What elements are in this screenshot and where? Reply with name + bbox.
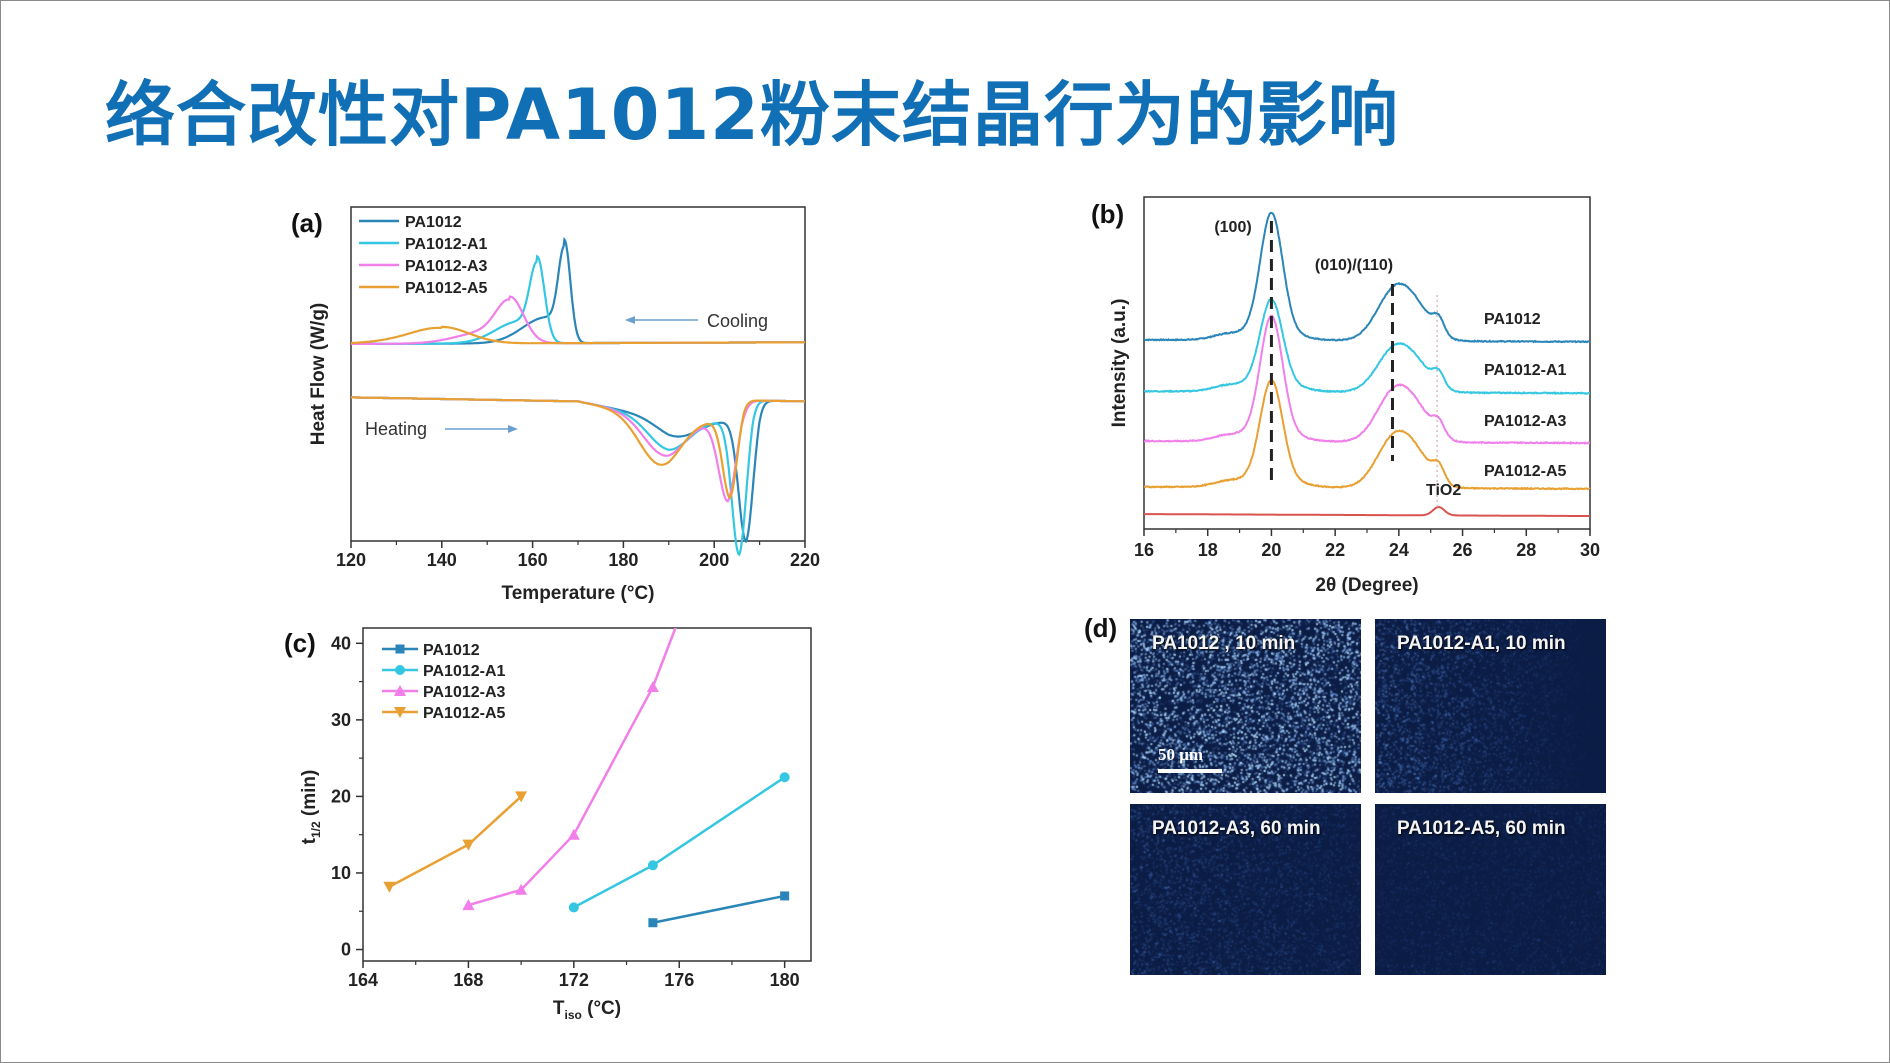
x-tick-label: 200	[699, 550, 729, 570]
micrograph-2: PA1012-A1, 10 min	[1375, 619, 1606, 793]
xrd-PA1012	[1143, 212, 1591, 344]
legend-label: PA1012-A5	[405, 280, 488, 297]
x-tick-label: 22	[1325, 540, 1345, 560]
y-tick-label: 40	[331, 633, 351, 653]
x-tick-label: 160	[518, 550, 548, 570]
micrograph-label: PA1012-A3, 60 min	[1152, 818, 1321, 839]
chart-c-panel-label: (c)	[284, 628, 316, 658]
micrograph-3: PA1012-A3, 60 min	[1130, 804, 1361, 975]
x-tick-label: 18	[1198, 540, 1218, 560]
micrograph-label: PA1012 , 10 min	[1152, 633, 1296, 654]
x-tick-label: 24	[1389, 540, 1409, 560]
peak-label-010-110: (010)/(110)	[1315, 257, 1393, 274]
x-tick-label: 164	[348, 970, 378, 990]
x-tick-label: 176	[664, 970, 694, 990]
xrd-PA1012-A3	[1143, 314, 1590, 445]
peak-label-tio2: TiO2	[1426, 482, 1461, 499]
scale-bar: 50 μm	[1158, 745, 1222, 773]
x-tick-label: 28	[1516, 540, 1536, 560]
xrd-TiO2	[1144, 506, 1591, 518]
scale-bar-line	[1158, 769, 1222, 773]
legend-label: PA1012	[405, 214, 462, 231]
micrograph-texture	[1130, 804, 1361, 975]
micrograph-texture	[1130, 619, 1361, 793]
x-tick-label: 20	[1261, 540, 1281, 560]
series-label-PA1012-A5: PA1012-A5	[1484, 463, 1567, 480]
legend-marker	[395, 665, 405, 675]
legend-label: PA1012-A1	[423, 663, 506, 680]
cooling-label: Cooling	[707, 311, 768, 331]
chart-c-frame	[362, 627, 812, 962]
data-point	[779, 772, 790, 783]
data-point	[648, 918, 658, 928]
x-tick-label: 220	[790, 550, 820, 570]
cooling-arrow-head	[625, 316, 635, 324]
chart-a-xlabel: Temperature (°C)	[502, 583, 655, 604]
legend-label: PA1012-A5	[423, 705, 506, 722]
x-tick-label: 120	[336, 550, 366, 570]
chart-a-ylabel: Heat Flow (W/g)	[308, 303, 329, 445]
slide-title: 络合改性对PA1012粉末结晶行为的影响	[105, 74, 1399, 156]
micrograph-texture	[1375, 619, 1606, 793]
data-point	[567, 828, 580, 840]
legend-marker	[394, 707, 406, 718]
y-tick-label: 20	[331, 786, 351, 806]
micrograph-label: PA1012-A1, 10 min	[1397, 633, 1566, 654]
dsc-cooling-PA1012-A5	[350, 325, 805, 345]
y-tick-label: 30	[331, 710, 351, 730]
x-tick-label: 168	[453, 970, 483, 990]
data-point	[515, 883, 528, 895]
x-tick-label: 140	[427, 550, 457, 570]
data-point	[383, 881, 396, 893]
legend-label: PA1012-A3	[423, 684, 506, 701]
chart-c-ylabel: t1/2 (min)	[299, 770, 323, 845]
dsc-heating-PA1012-A5	[351, 396, 805, 500]
heating-label: Heating	[365, 419, 427, 439]
x-tick-label: 172	[559, 970, 589, 990]
series-label-PA1012-A1: PA1012-A1	[1484, 362, 1567, 379]
scale-bar-label: 50 μm	[1158, 745, 1204, 764]
chart-a-panel-label: (a)	[291, 208, 323, 238]
chart-b-panel-label: (b)	[1091, 199, 1124, 229]
data-point	[462, 899, 475, 911]
legend-marker	[395, 644, 405, 654]
x-tick-label: 16	[1134, 540, 1154, 560]
panel-d-label: (d)	[1084, 613, 1118, 643]
data-point	[568, 902, 579, 913]
x-tick-label: 180	[770, 970, 800, 990]
legend-label: PA1012-A3	[405, 258, 488, 275]
micrograph-4: PA1012-A5, 60 min	[1375, 804, 1606, 975]
micrograph-1: PA1012 , 10 min 50 μm	[1130, 619, 1361, 793]
legend-marker	[394, 685, 406, 696]
x-tick-label: 30	[1580, 540, 1600, 560]
data-point	[462, 839, 475, 851]
y-tick-label: 10	[331, 863, 351, 883]
legend-label: PA1012	[423, 642, 480, 659]
data-point	[647, 860, 658, 871]
series-label-PA1012: PA1012	[1484, 311, 1541, 328]
legend-label: PA1012-A1	[405, 236, 488, 253]
data-point	[780, 891, 790, 901]
heating-arrow-head	[508, 425, 518, 433]
peak-label-100: (100)	[1214, 219, 1251, 236]
data-point	[646, 680, 659, 692]
series-label-PA1012-A3: PA1012-A3	[1484, 413, 1567, 430]
series-line-PA1012-A5	[388, 795, 522, 888]
y-tick-label: 0	[341, 940, 351, 960]
series-line-PA1012-A1	[573, 776, 786, 909]
micrograph-texture	[1375, 804, 1606, 975]
data-point	[515, 791, 528, 803]
series-line-PA1012-A3	[468, 628, 677, 907]
x-tick-label: 180	[608, 550, 638, 570]
x-tick-label: 26	[1453, 540, 1473, 560]
micrograph-label: PA1012-A5, 60 min	[1397, 818, 1566, 839]
chart-b-xlabel: 2θ (Degree)	[1315, 575, 1418, 596]
series-line-PA1012	[652, 894, 785, 924]
chart-c-xlabel: Tiso (°C)	[553, 998, 621, 1022]
chart-b-ylabel: Intensity (a.u.)	[1109, 299, 1130, 428]
xrd-PA1012-A1	[1143, 298, 1590, 396]
xrd-PA1012-A5	[1143, 378, 1591, 491]
